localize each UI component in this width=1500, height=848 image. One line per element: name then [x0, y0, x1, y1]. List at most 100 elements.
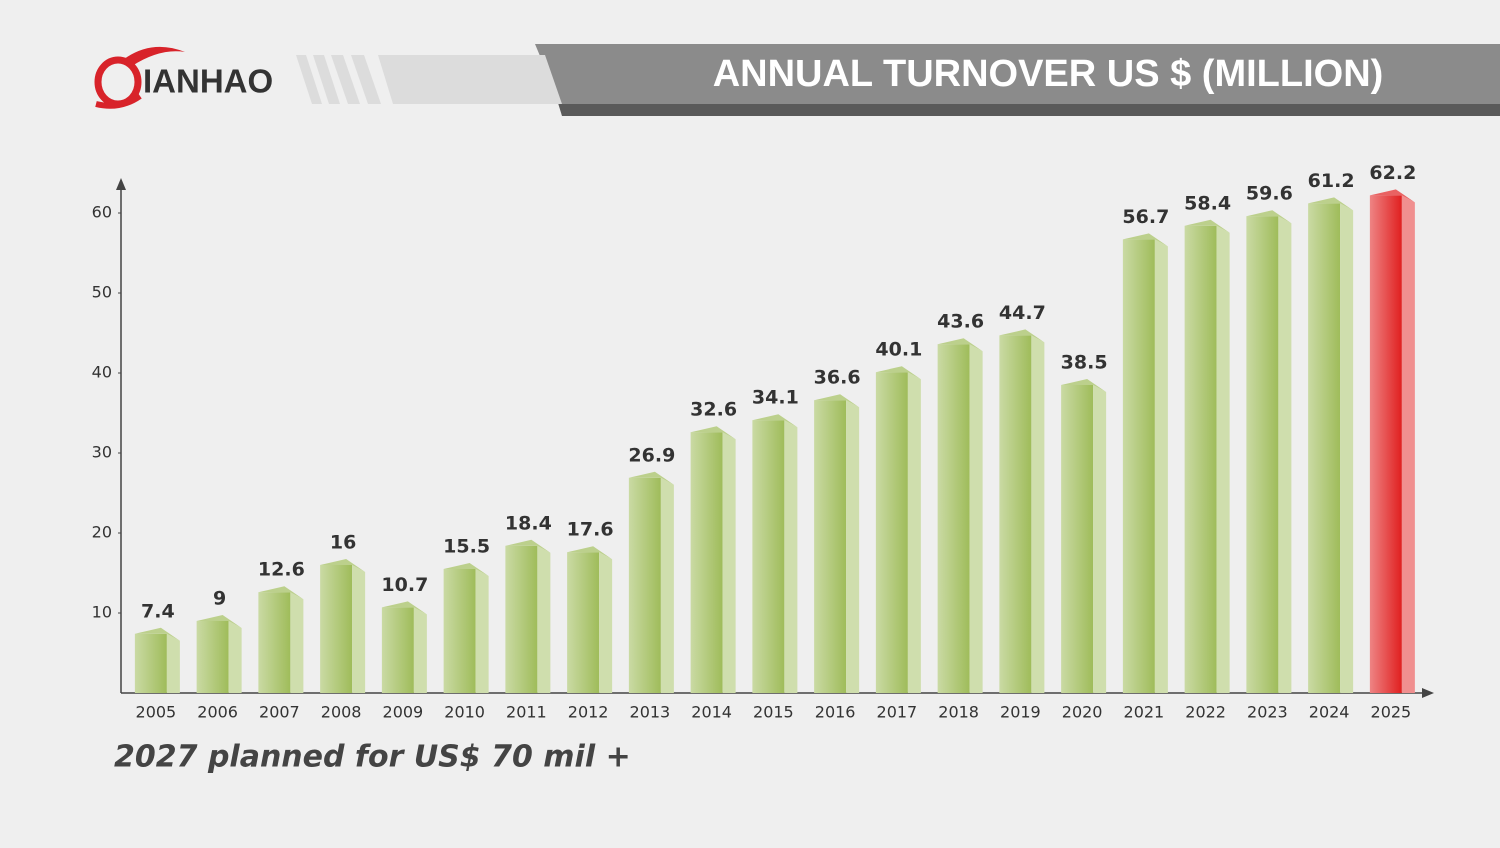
bar-side — [1401, 195, 1415, 693]
bar-side — [1154, 239, 1168, 693]
bar-side — [1278, 216, 1292, 693]
bar — [690, 432, 723, 693]
bar-side — [722, 432, 736, 693]
x-tick-label: 2007 — [259, 703, 300, 722]
bar-side — [660, 477, 674, 693]
bar — [381, 607, 414, 693]
value-label: 56.7 — [1122, 206, 1169, 228]
x-tick-label: 2017 — [877, 703, 918, 722]
bar-top — [937, 338, 983, 352]
x-tick-label: 2010 — [444, 703, 485, 722]
logo: IANHAO — [94, 46, 273, 109]
value-label: 32.6 — [690, 399, 737, 421]
bar-top — [690, 426, 736, 440]
bar-top — [1184, 219, 1230, 233]
bar-top — [628, 471, 674, 485]
chart-title: ANNUAL TURNOVER US $ (MILLION) — [713, 53, 1384, 95]
x-tick-label: 2013 — [630, 703, 671, 722]
value-label: 26.9 — [628, 444, 675, 466]
y-tick-label: 50 — [92, 283, 112, 302]
bar-top — [814, 394, 860, 408]
x-tick-label: 2025 — [1371, 703, 1412, 722]
annotation: 2027 planned for US$ 70 mil + — [114, 740, 631, 775]
bar — [196, 621, 229, 693]
y-axis-arrow — [116, 178, 126, 190]
bar — [752, 420, 785, 693]
value-label: 15.5 — [443, 536, 490, 558]
bar-side — [784, 420, 798, 693]
bar-top — [1369, 189, 1415, 203]
bar — [628, 477, 661, 693]
bar — [505, 545, 538, 693]
x-tick-label: 2011 — [506, 703, 547, 722]
value-label: 62.2 — [1369, 162, 1416, 184]
bar — [1122, 239, 1155, 693]
bar-side — [1031, 335, 1045, 693]
bar-top — [443, 563, 489, 576]
y-tick-label: 40 — [92, 363, 112, 382]
bar-top — [505, 539, 551, 553]
bar — [443, 569, 476, 693]
logo-text: IANHAO — [143, 63, 273, 100]
value-label: 16 — [330, 532, 356, 554]
stripes — [296, 55, 381, 104]
bar-side — [475, 569, 489, 693]
x-tick-label: 2021 — [1124, 703, 1165, 722]
bar — [814, 400, 847, 693]
bar — [1184, 225, 1217, 694]
x-tick-label: 2024 — [1309, 703, 1350, 722]
value-label: 9 — [213, 588, 226, 610]
bar — [567, 552, 600, 693]
bar-side — [352, 565, 366, 693]
y-tick-label: 20 — [92, 523, 112, 542]
bar-top — [567, 546, 613, 560]
bar-side — [228, 621, 242, 693]
bar-side — [537, 545, 551, 693]
value-label: 61.2 — [1308, 170, 1355, 192]
x-tick-label: 2022 — [1185, 703, 1226, 722]
bar-top — [258, 586, 304, 600]
bar — [134, 633, 167, 693]
bar-top — [381, 601, 427, 615]
x-tick-label: 2012 — [568, 703, 609, 722]
value-label: 38.5 — [1061, 352, 1108, 374]
bar-top — [1122, 233, 1168, 247]
bar-top — [1308, 197, 1354, 211]
x-tick-label: 2005 — [136, 703, 177, 722]
x-tick-label: 2006 — [197, 703, 238, 722]
bar-top — [999, 329, 1045, 343]
x-tick-label: 2019 — [1000, 703, 1041, 722]
bar-top — [752, 414, 798, 428]
x-tick-label: 2023 — [1247, 703, 1288, 722]
bar — [1308, 203, 1341, 693]
y-tick-label: 60 — [92, 203, 112, 222]
bar — [937, 344, 970, 693]
bar-top — [1246, 210, 1292, 224]
value-label: 58.4 — [1184, 192, 1231, 214]
bar-side — [290, 592, 304, 693]
value-label: 34.1 — [752, 387, 799, 409]
value-label: 43.6 — [937, 311, 984, 333]
y-tick-label: 10 — [92, 603, 112, 622]
bar-top — [1061, 379, 1107, 392]
bar-side — [1216, 225, 1230, 694]
x-tick-label: 2018 — [938, 703, 979, 722]
value-label: 44.7 — [999, 302, 1046, 324]
x-tick-label: 2008 — [321, 703, 362, 722]
bar-side — [1093, 385, 1107, 693]
bar-side — [846, 400, 860, 693]
bar-side — [599, 552, 613, 693]
bar-top — [134, 627, 180, 641]
bar — [999, 335, 1032, 693]
bar-top — [875, 366, 921, 380]
x-tick-label: 2009 — [383, 703, 424, 722]
banner — [535, 44, 1500, 104]
x-tick-label: 2014 — [691, 703, 732, 722]
bar-side — [1340, 203, 1354, 693]
value-label: 7.4 — [141, 600, 175, 622]
bar — [320, 565, 353, 693]
x-tick-label: 2016 — [815, 703, 856, 722]
bar-top — [320, 559, 366, 572]
bar-side — [413, 607, 427, 693]
